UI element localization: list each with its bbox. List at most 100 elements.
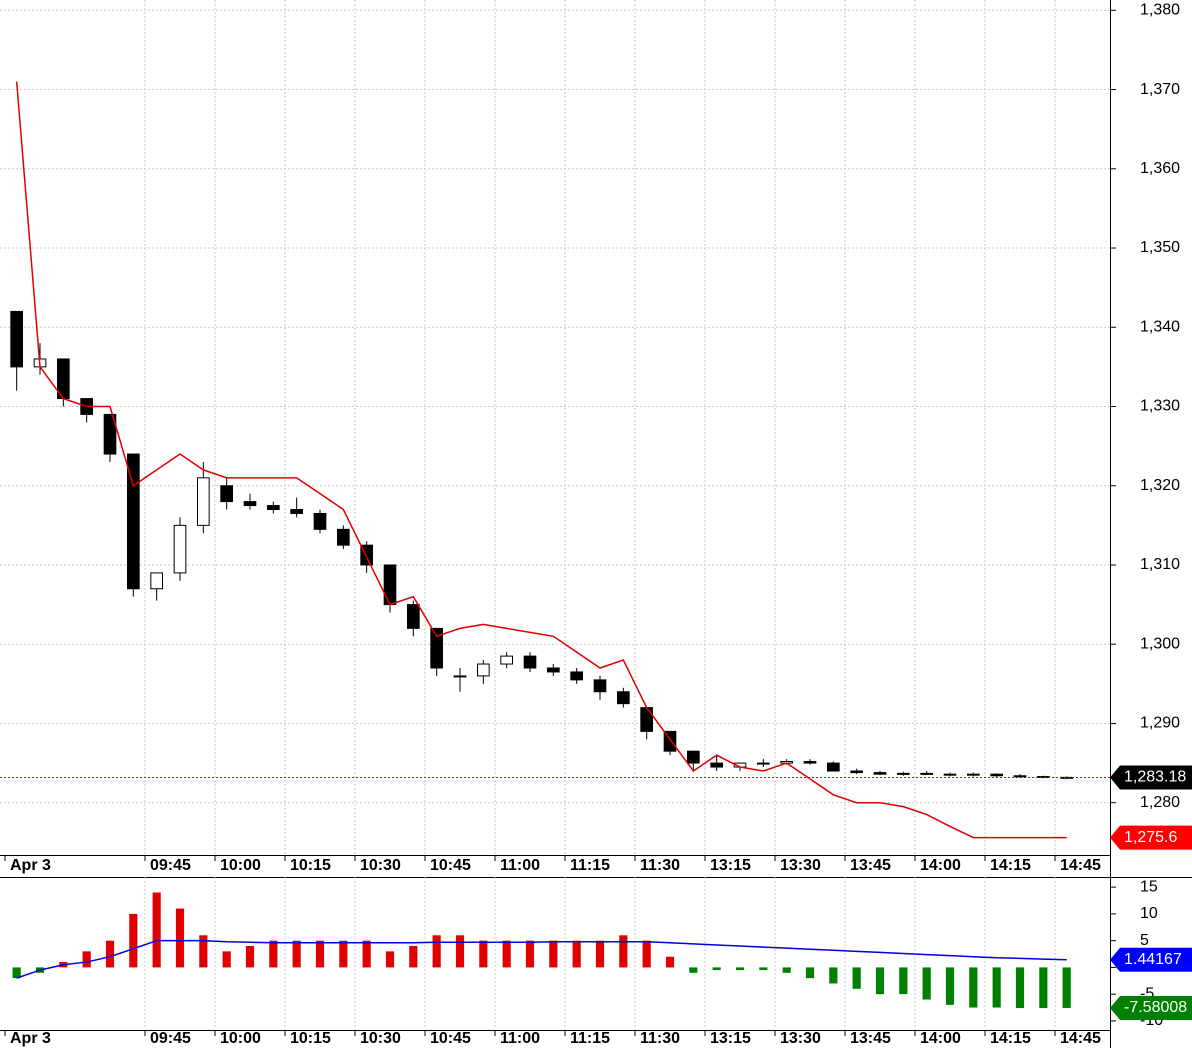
candle-body xyxy=(477,663,490,677)
bar xyxy=(12,967,21,979)
bar xyxy=(899,967,908,995)
bar xyxy=(455,935,465,968)
candle-body xyxy=(290,509,304,514)
bar xyxy=(1015,967,1025,1009)
candle-body xyxy=(570,671,583,681)
bar xyxy=(105,940,115,968)
candle-body xyxy=(897,772,910,775)
bar xyxy=(689,967,698,973)
x-tick-label: 10:00 xyxy=(220,857,261,874)
candle-body xyxy=(1060,776,1074,779)
bar xyxy=(969,967,978,1008)
bar xyxy=(82,951,91,968)
bar xyxy=(432,935,441,968)
bar xyxy=(292,940,301,968)
x-tick-label: 14:45 xyxy=(1060,1030,1101,1047)
candle-body xyxy=(173,524,187,574)
x-tick-label: 11:00 xyxy=(500,857,540,874)
value-label: -7.58008 xyxy=(1124,999,1187,1016)
candle-body xyxy=(220,485,233,503)
x-tick-label: 13:15 xyxy=(710,1030,751,1047)
candle-body xyxy=(453,675,467,678)
x-tick-label: 13:15 xyxy=(710,857,751,874)
y-tick-label: 1,380 xyxy=(1140,2,1180,19)
bar xyxy=(595,940,605,968)
value-label-box xyxy=(1110,947,1192,972)
candle-body xyxy=(407,604,420,629)
x-tick-label: Apr 3 xyxy=(10,857,51,874)
candle-body xyxy=(640,707,653,732)
candle-body xyxy=(360,544,374,566)
bar xyxy=(269,940,278,968)
overlay-line xyxy=(15,81,1067,839)
candle-body xyxy=(617,691,630,705)
bar xyxy=(992,967,1001,1008)
value-label: 1,275.6 xyxy=(1124,829,1177,846)
x-tick-label: 10:15 xyxy=(290,857,331,874)
bar xyxy=(129,913,138,968)
bar xyxy=(549,940,558,968)
candle-body xyxy=(337,528,350,546)
candle-body xyxy=(313,512,327,530)
bar xyxy=(665,956,675,968)
x-tick-label: 10:00 xyxy=(220,1030,261,1047)
x-tick-label: 11:00 xyxy=(500,1030,540,1047)
bar xyxy=(245,946,255,968)
bar xyxy=(642,940,651,968)
x-tick-label: 13:45 xyxy=(850,1030,891,1047)
x-tick-label: 10:15 xyxy=(290,1030,331,1047)
candle-body xyxy=(383,564,397,606)
bar xyxy=(945,967,955,1005)
y-tick-label: 15 xyxy=(1140,878,1158,895)
bar xyxy=(805,967,815,979)
x-tick-label: 14:15 xyxy=(990,1030,1031,1047)
y-tick-label: 1,340 xyxy=(1140,318,1180,335)
bar xyxy=(339,940,348,968)
y-tick-label: 1,320 xyxy=(1140,477,1180,494)
x-tick-label: 14:00 xyxy=(920,857,961,874)
bar xyxy=(385,951,395,968)
candle-body xyxy=(710,762,723,768)
bar xyxy=(315,940,325,968)
candle-body xyxy=(827,762,840,772)
y-tick-label: 10 xyxy=(1140,905,1158,922)
value-label: 1,283.18 xyxy=(1124,769,1186,786)
candle-body xyxy=(243,501,257,507)
x-tick-label: 10:30 xyxy=(360,857,401,874)
bar xyxy=(619,935,628,968)
candle-body xyxy=(757,762,770,765)
x-tick-label: 13:30 xyxy=(780,1030,821,1047)
x-tick-label: 11:30 xyxy=(640,1030,680,1047)
candle-body xyxy=(500,655,514,665)
bar xyxy=(572,940,581,968)
bar xyxy=(175,908,185,968)
x-tick-label: 11:15 xyxy=(570,857,610,874)
candle-body xyxy=(943,773,957,776)
bar xyxy=(362,940,371,968)
y-tick-label: 1,370 xyxy=(1140,81,1180,98)
x-tick-label: 10:30 xyxy=(360,1030,401,1047)
y-tick-label: 1,360 xyxy=(1140,160,1180,177)
overlay-line xyxy=(16,939,1067,979)
bar xyxy=(199,935,208,968)
x-tick-label: 13:30 xyxy=(780,857,821,874)
candle-body xyxy=(547,667,560,673)
y-tick-label: 1,290 xyxy=(1140,715,1180,732)
y-tick-label: 1,350 xyxy=(1140,239,1180,256)
bar xyxy=(479,940,488,968)
candle-body xyxy=(523,655,537,669)
candle-body xyxy=(663,730,677,752)
bar xyxy=(852,967,861,989)
value-label-box xyxy=(1110,825,1192,850)
bar xyxy=(759,967,768,971)
x-tick-label: 14:00 xyxy=(920,1030,961,1047)
candle-body xyxy=(430,627,444,669)
bar xyxy=(875,967,885,995)
bar xyxy=(525,940,535,968)
x-tick-label: 10:45 xyxy=(430,1030,471,1047)
y-tick-label: 1,300 xyxy=(1140,635,1180,652)
candle-body xyxy=(920,772,933,775)
bar xyxy=(1039,967,1048,1009)
